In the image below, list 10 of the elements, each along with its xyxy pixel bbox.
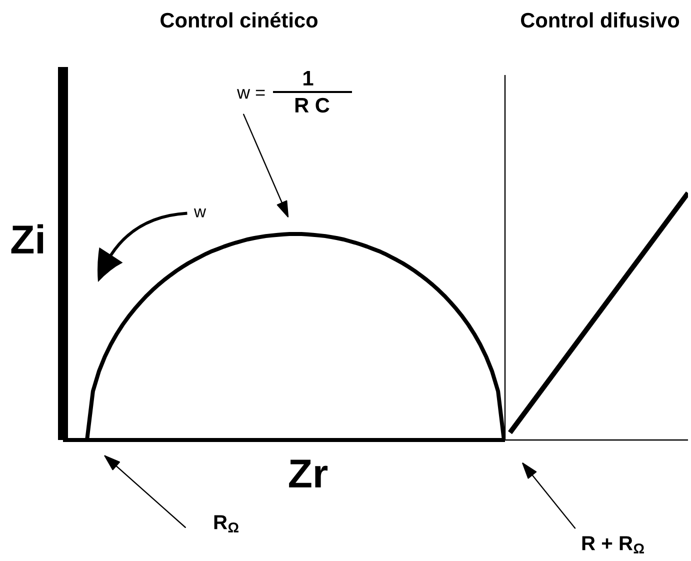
text: R$_{Ω}$ xyxy=(214,515,238,532)
text: R + R$_{Ω}$ xyxy=(582,536,644,554)
text: R C xyxy=(295,98,330,113)
text: 1 xyxy=(304,71,314,86)
text: w xyxy=(194,208,206,218)
chart-title: Control difusivo xyxy=(521,12,680,28)
chart-title: Control cinético xyxy=(160,12,318,28)
text: w = xyxy=(236,89,265,99)
y-axis-title: Zi xyxy=(11,224,44,254)
x-axis-title: Zr xyxy=(289,460,328,488)
